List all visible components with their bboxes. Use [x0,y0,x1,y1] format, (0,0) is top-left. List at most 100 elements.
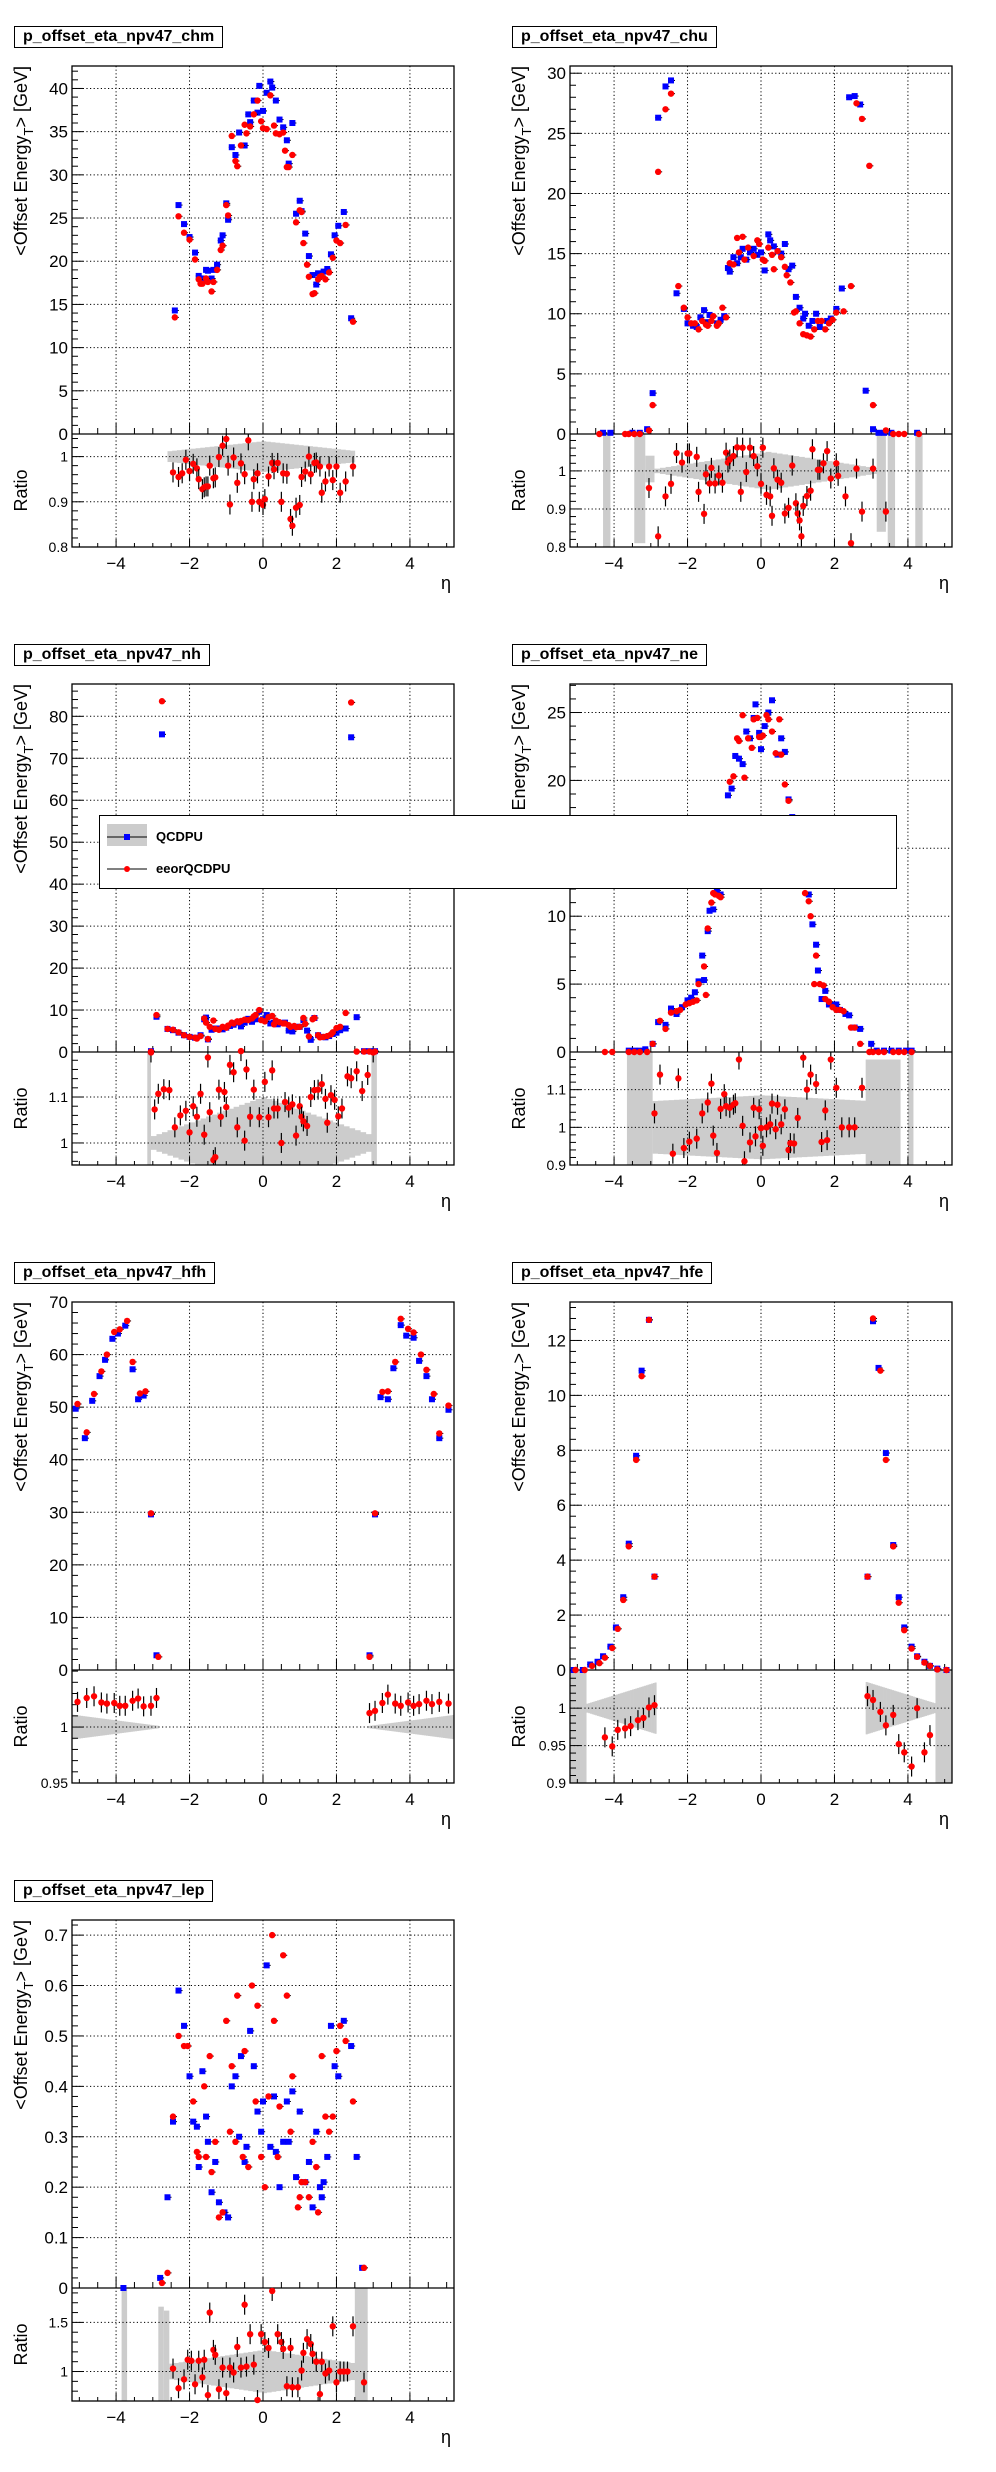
ratio-band-segment [652,1100,659,1154]
ratio-point [307,1093,314,1101]
ratio-band-segment [283,1104,290,1165]
data-point-circle [204,278,212,286]
data-point-square [305,253,312,260]
data-point-circle [252,2098,259,2105]
data-point-circle [74,1400,81,1408]
ratio-point [329,2323,336,2330]
ratio-point [280,2345,287,2353]
ratio-point [807,487,814,494]
data-point-circle [190,2098,197,2105]
ratio-point [686,450,693,457]
data-point-square [102,1356,109,1363]
y-tick-label: 25 [547,704,566,723]
ratio-point [890,1711,897,1719]
ratio-point [215,2386,223,2393]
ratio-band-segment [931,1702,935,1714]
ratio-point [303,1122,311,1130]
ratio-band-segment [365,1134,372,1152]
data-point-square [691,989,698,996]
ratio-point [243,1066,250,1073]
data-point-circle [336,1023,344,1031]
ratio-point [223,2389,230,2397]
data-point-square [340,208,347,215]
data-point-square [181,221,188,228]
ratio-band-segment [172,450,178,463]
ratio-band-segment [247,442,253,471]
ratio-point [699,1110,706,1117]
data-point-circle [840,1008,847,1015]
gridlines [72,1301,454,1783]
data-point-circle [228,132,235,140]
ratio-band-segment [905,1694,908,1722]
data-point-circle [309,2138,316,2146]
data-point-square [247,2027,254,2034]
data-point-circle [761,257,768,265]
ticks [570,1306,946,1784]
data-point-circle [336,2022,344,2030]
ratio-band-segment [299,1110,306,1165]
data-point-circle [676,1006,684,1014]
data-point-square [208,275,215,282]
data-point-square [204,2138,211,2145]
ratio-band-segment [660,467,666,475]
ratio-point [737,488,744,496]
data-point-square [734,260,741,267]
data-point-circle [280,1952,287,1959]
data-point-circle [265,2093,272,2100]
y-tick-label: 4 [557,1551,566,1570]
data-point-square [699,952,706,959]
data-point-square [428,1396,435,1403]
ratio-band-segment [451,1715,455,1740]
data-point-square [895,1594,902,1601]
ratio-band-segment [161,1132,168,1154]
data-point-square [353,1014,360,1021]
data-point-circle [248,1982,256,1989]
data-point-circle [287,2128,294,2135]
ratio-band-segment [865,1059,901,1165]
ratio-point [759,444,767,451]
data-point-circle [811,326,818,333]
x-tick-label: 2 [830,554,839,573]
data-point-square [713,887,720,894]
ratio-point [178,470,186,477]
ratio-band-segment [209,446,215,467]
data-point-circle [445,1402,452,1409]
ratio-y-tick-label: 0.8 [547,539,567,555]
data-point-square [642,1046,649,1053]
ratio-point [243,2363,250,2370]
data-point-square [267,2143,274,2150]
ratio-point [858,1084,866,1091]
ratio-band-segment [443,1716,446,1738]
ratio-band-segment [340,449,346,464]
ratio-band-segment [123,1721,127,1733]
data-point-square [199,2068,206,2075]
ratio-band-segment [82,1716,86,1738]
data-point-square [293,210,300,217]
ratio-band-segment [633,1689,636,1728]
ratio-point [640,1714,647,1722]
data-point-square [770,243,777,250]
data-point-square [754,251,761,258]
data-point-square [280,124,287,131]
data-point-square [710,906,717,913]
data-point-square [157,2274,164,2281]
data-point-square [805,891,812,898]
ratio-point [313,459,320,466]
data-point-circle [311,289,318,297]
ratio-band-segment [930,1702,933,1715]
ratio-point [621,1725,629,1732]
ratio-point [807,1071,814,1078]
data-point-square [781,240,788,247]
data-point-square [208,2189,215,2196]
data-point-square [846,1012,853,1019]
data-point-circle [199,280,206,287]
ratio-point [303,2335,311,2343]
ratio-band-segment [117,1720,120,1734]
ratio-point [715,472,722,479]
ratio-point [182,456,190,463]
data-point-square [706,311,713,318]
data-point-circle [695,980,702,988]
ratio-point [739,1122,746,1130]
data-point-circle [201,2083,208,2090]
data-point-circle [239,2153,246,2161]
